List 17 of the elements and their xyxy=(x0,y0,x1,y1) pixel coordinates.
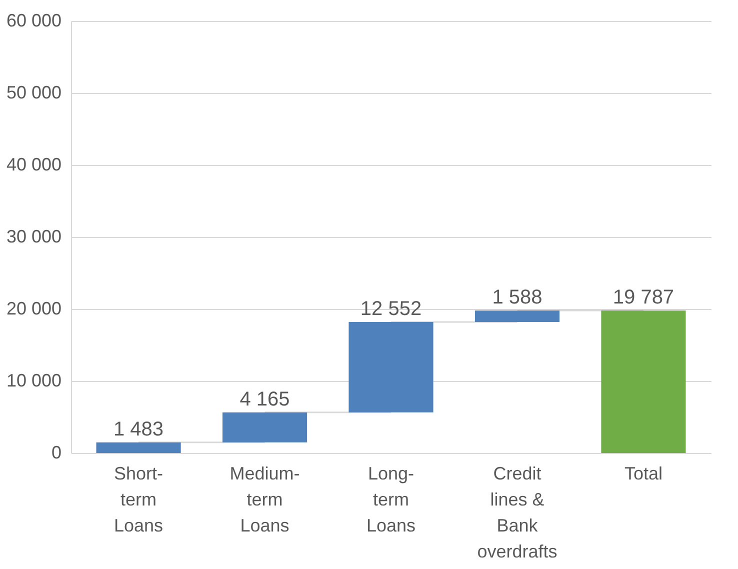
y-tick-label: 10 000 xyxy=(6,370,62,390)
data-label: 1 588 xyxy=(492,286,542,309)
y-tick-label: 50 000 xyxy=(6,82,62,102)
y-tick-label: 30 000 xyxy=(6,226,62,246)
x-tick-label: Long-term Loans xyxy=(366,464,416,536)
x-tick-label: Total xyxy=(624,464,662,484)
data-label: 19 787 xyxy=(612,286,674,309)
data-label: 12 552 xyxy=(360,298,422,320)
y-tick-label: 40 000 xyxy=(6,154,62,174)
x-tick-label: Short-term Loans xyxy=(114,464,164,536)
x-tick-label: Medium-term Loans xyxy=(230,464,300,536)
y-tick-label: 20 000 xyxy=(6,298,62,318)
data-label: 4 165 xyxy=(240,388,290,410)
y-tick-label: 60 000 xyxy=(6,10,62,30)
data-label: 1 483 xyxy=(114,418,164,440)
y-tick-label: 0 xyxy=(51,442,62,462)
x-tick-label: Credit lines & Bank overdrafts xyxy=(477,464,558,562)
